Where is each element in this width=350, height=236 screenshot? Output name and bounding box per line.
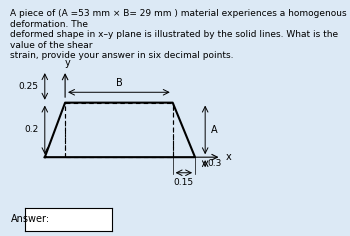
Text: A piece of (A =53 mm × B= 29 mm ) material experiences a homogenous deformation.: A piece of (A =53 mm × B= 29 mm ) materi… (10, 9, 347, 60)
Text: Answer:: Answer: (10, 215, 50, 224)
Text: 0.25: 0.25 (19, 82, 39, 91)
Text: 0.2: 0.2 (25, 125, 39, 135)
Text: 0.15: 0.15 (174, 178, 194, 187)
Text: A: A (211, 125, 218, 135)
Text: B: B (116, 78, 122, 88)
Text: 0.3: 0.3 (207, 159, 222, 168)
Text: y: y (64, 58, 70, 67)
Text: x: x (225, 152, 231, 162)
